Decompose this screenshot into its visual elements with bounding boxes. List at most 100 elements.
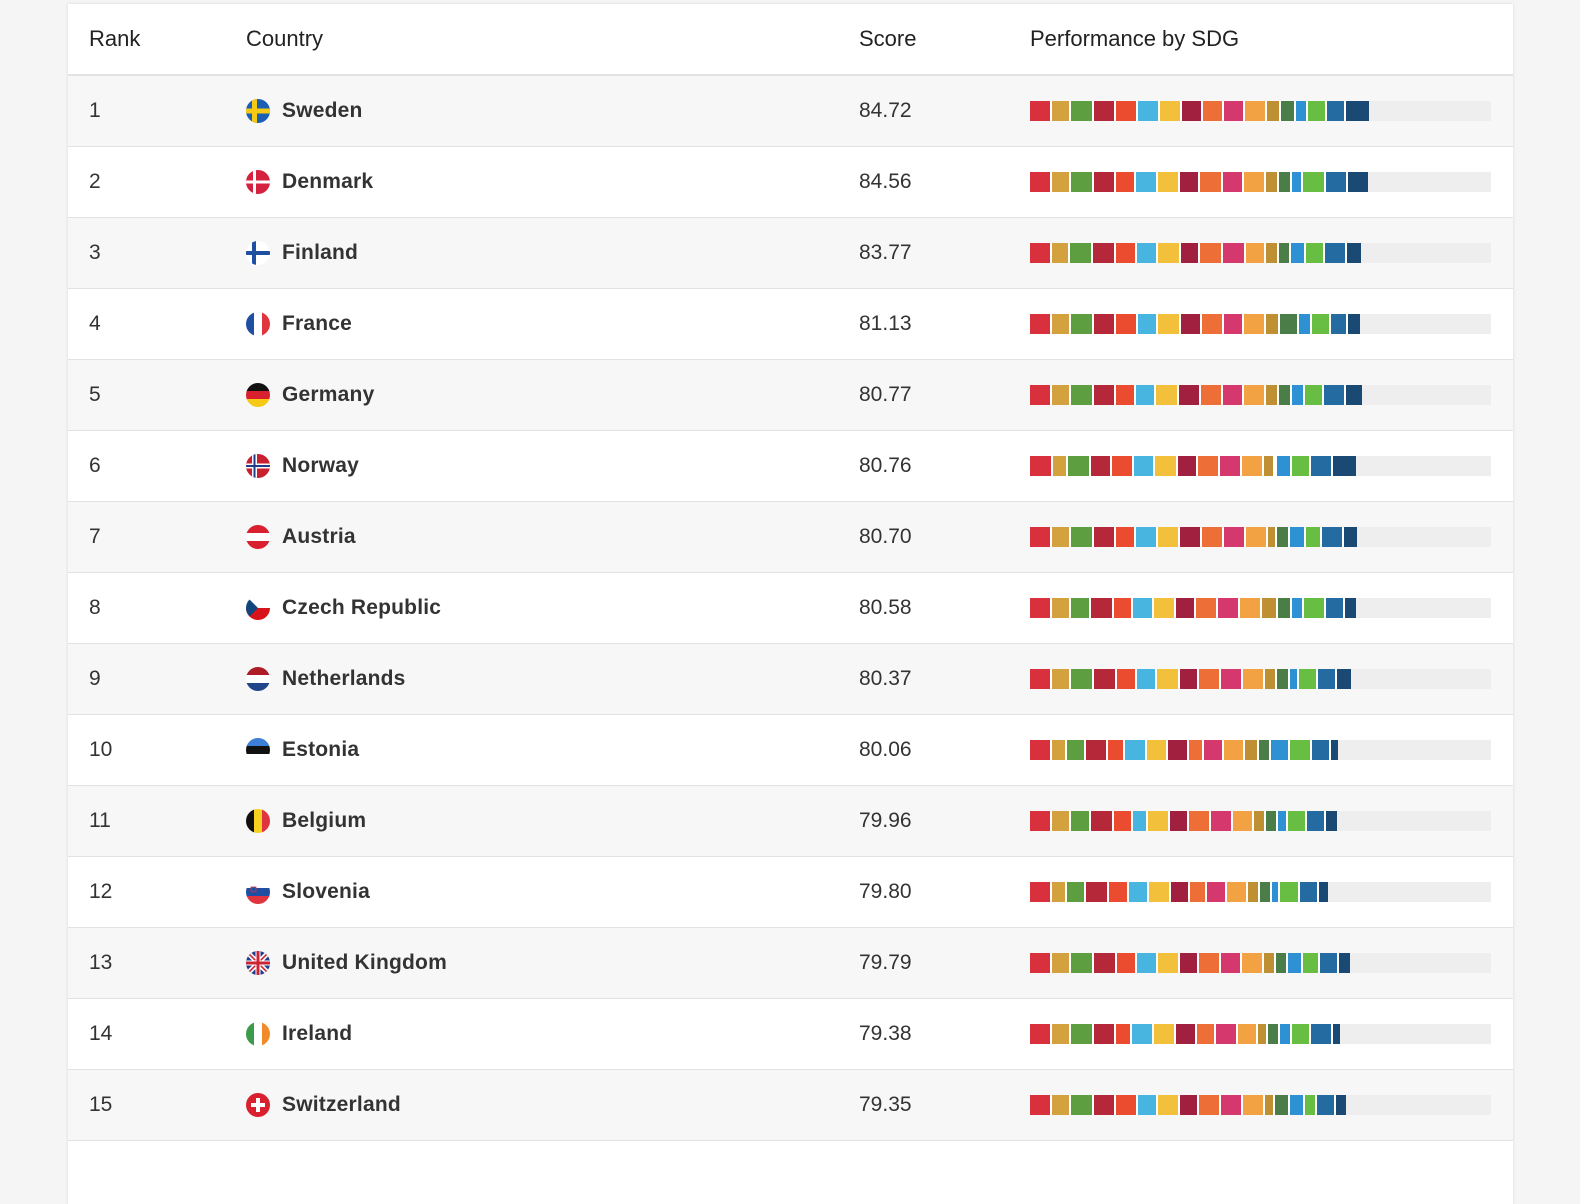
sdg-16-segment bbox=[1318, 669, 1338, 689]
sdg-9-segment bbox=[1189, 811, 1212, 831]
table-row[interactable]: 13 United Kingdom 79.79 bbox=[68, 928, 1513, 999]
sdg-5-segment bbox=[1116, 172, 1136, 192]
header-score[interactable]: Score bbox=[859, 26, 917, 51]
country-name[interactable]: Norway bbox=[282, 454, 360, 477]
sdg-performance-bar[interactable] bbox=[1030, 243, 1491, 263]
sdg-performance-bar[interactable] bbox=[1030, 314, 1491, 334]
table-row[interactable]: 5 Germany 80.77 bbox=[68, 360, 1513, 431]
flag-czech-icon bbox=[246, 596, 270, 620]
country-cell[interactable]: Estonia bbox=[246, 715, 806, 785]
rank-cell: 4 bbox=[89, 312, 101, 335]
sdg-16-segment bbox=[1316, 1095, 1336, 1115]
country-cell[interactable]: Slovenia bbox=[246, 857, 806, 927]
sdg-performance-bar[interactable] bbox=[1030, 527, 1491, 547]
table-row[interactable]: 4 France 81.13 bbox=[68, 289, 1513, 360]
country-name[interactable]: Austria bbox=[282, 525, 356, 548]
country-cell[interactable]: Denmark bbox=[246, 147, 806, 217]
sdg-15-segment bbox=[1308, 101, 1328, 121]
country-name[interactable]: Finland bbox=[282, 241, 359, 264]
sdg-performance-bar[interactable] bbox=[1030, 669, 1491, 689]
sdg-performance-bar[interactable] bbox=[1030, 385, 1491, 405]
sdg-9-segment bbox=[1190, 882, 1207, 902]
country-cell[interactable]: Sweden bbox=[246, 76, 806, 146]
sdg-8-segment bbox=[1177, 456, 1199, 476]
country-cell[interactable]: Austria bbox=[246, 502, 806, 572]
table-row[interactable]: 12 Slovenia 79.80 bbox=[68, 857, 1513, 928]
performance-cell bbox=[1030, 1070, 1492, 1140]
sdg-16-segment bbox=[1323, 385, 1346, 405]
country-cell[interactable]: Czech Republic bbox=[246, 573, 806, 643]
sdg-performance-bar[interactable] bbox=[1030, 172, 1491, 192]
table-row[interactable]: 2 Denmark 84.56 bbox=[68, 147, 1513, 218]
sdg-11-segment bbox=[1237, 1024, 1259, 1044]
sdg-5-segment bbox=[1113, 811, 1134, 831]
country-cell[interactable]: Netherlands bbox=[246, 644, 806, 714]
table-row[interactable]: 9 Netherlands 80.37 bbox=[68, 644, 1513, 715]
table-row[interactable]: 1 Sweden 84.72 bbox=[68, 76, 1513, 147]
table-row[interactable]: 11 Belgium 79.96 bbox=[68, 786, 1513, 857]
country-cell[interactable]: France bbox=[246, 289, 806, 359]
sdg-13-segment bbox=[1278, 385, 1293, 405]
sdg-performance-bar[interactable] bbox=[1030, 101, 1491, 121]
rank-cell: 9 bbox=[89, 667, 101, 690]
sdg-6-segment bbox=[1133, 811, 1149, 831]
rank-cell: 14 bbox=[89, 1022, 113, 1045]
country-cell[interactable]: Norway bbox=[246, 431, 806, 501]
rank-cell: 3 bbox=[89, 241, 101, 264]
sdg-performance-bar[interactable] bbox=[1030, 1095, 1491, 1115]
country-name[interactable]: United Kingdom bbox=[282, 951, 447, 974]
country-name[interactable]: Sweden bbox=[282, 99, 363, 122]
country-name[interactable]: Switzerland bbox=[282, 1093, 401, 1116]
country-cell[interactable]: Belgium bbox=[246, 786, 806, 856]
table-row[interactable]: 15 Switzerland 79.35 bbox=[68, 1070, 1513, 1141]
sdg-17-segment bbox=[1345, 385, 1362, 405]
sdg-15-segment bbox=[1292, 456, 1312, 476]
sdg-6-segment bbox=[1133, 598, 1154, 618]
sdg-17-segment bbox=[1347, 172, 1369, 192]
sdg-performance-bar[interactable] bbox=[1030, 811, 1491, 831]
table-row[interactable]: 8 Czech Republic 80.58 bbox=[68, 573, 1513, 644]
sdg-5-segment bbox=[1116, 1024, 1133, 1044]
country-name[interactable]: Estonia bbox=[282, 738, 360, 761]
rank-cell: 11 bbox=[89, 809, 111, 832]
table-row[interactable]: 10 Estonia 80.06 bbox=[68, 715, 1513, 786]
table-row[interactable]: 7 Austria 80.70 bbox=[68, 502, 1513, 573]
sdg-1-segment bbox=[1030, 101, 1052, 121]
sdg-1-segment bbox=[1030, 1024, 1052, 1044]
sdg-7-segment bbox=[1159, 101, 1182, 121]
table-row[interactable]: 3 Finland 83.77 bbox=[68, 218, 1513, 289]
table-row[interactable]: 14 Ireland 79.38 bbox=[68, 999, 1513, 1070]
sdg-performance-bar[interactable] bbox=[1030, 1024, 1491, 1044]
country-name[interactable]: Ireland bbox=[282, 1022, 353, 1045]
country-name[interactable]: Belgium bbox=[282, 809, 367, 832]
score-cell: 79.38 bbox=[859, 1022, 912, 1045]
table-row[interactable]: 6 Norway 80.76 bbox=[68, 431, 1513, 502]
sdg-12-segment bbox=[1267, 101, 1281, 121]
sdg-8-segment bbox=[1181, 314, 1202, 334]
country-cell[interactable]: Germany bbox=[246, 360, 806, 430]
header-rank[interactable]: Rank bbox=[89, 26, 141, 51]
sdg-17-segment bbox=[1333, 456, 1357, 476]
sdg-performance-bar[interactable] bbox=[1030, 740, 1491, 760]
header-country[interactable]: Country bbox=[246, 26, 324, 51]
sdg-performance-bar[interactable] bbox=[1030, 953, 1491, 973]
country-name[interactable]: Germany bbox=[282, 383, 375, 406]
country-name[interactable]: Czech Republic bbox=[282, 596, 442, 619]
sdg-12-segment bbox=[1263, 953, 1276, 973]
score-cell: 80.37 bbox=[859, 667, 912, 690]
country-name[interactable]: Netherlands bbox=[282, 667, 406, 690]
country-name[interactable]: France bbox=[282, 312, 353, 335]
sdg-performance-bar[interactable] bbox=[1030, 456, 1491, 476]
country-name[interactable]: Denmark bbox=[282, 170, 374, 193]
sdg-performance-bar[interactable] bbox=[1030, 882, 1491, 902]
country-cell[interactable]: Switzerland bbox=[246, 1070, 806, 1140]
sdg-5-segment bbox=[1116, 669, 1137, 689]
country-cell[interactable]: Ireland bbox=[246, 999, 806, 1069]
country-name[interactable]: Slovenia bbox=[282, 880, 370, 903]
sdg-3-segment bbox=[1071, 527, 1095, 547]
country-cell[interactable]: United Kingdom bbox=[246, 928, 806, 998]
country-cell[interactable]: Finland bbox=[246, 218, 806, 288]
sdg-performance-bar[interactable] bbox=[1030, 598, 1491, 618]
sdg-1-segment bbox=[1030, 811, 1052, 831]
sdg-4-segment bbox=[1094, 953, 1117, 973]
